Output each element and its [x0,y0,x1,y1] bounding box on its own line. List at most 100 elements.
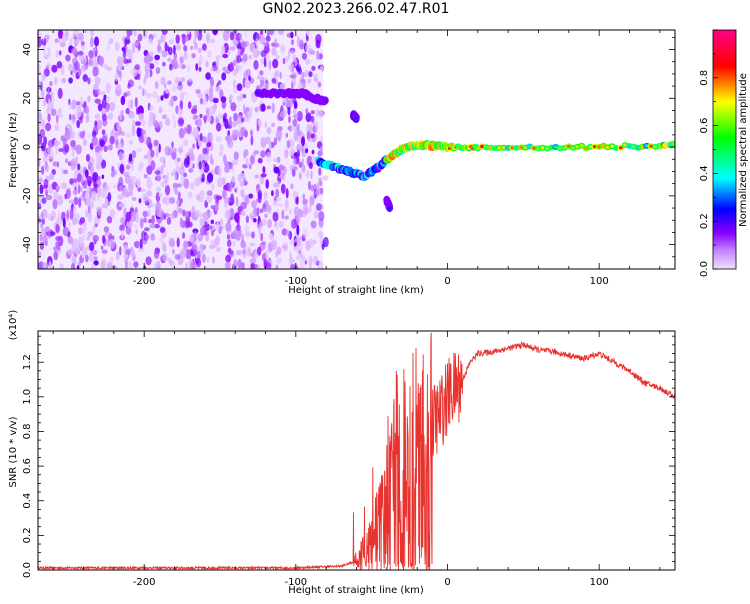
noise-blob [147,119,154,127]
noise-blob [137,147,142,152]
noise-blob [232,240,236,247]
noise-blob [265,53,270,61]
noise-blob [106,41,111,51]
noise-blob [54,123,60,132]
noise-blob [50,147,53,158]
noise-blob [240,188,245,197]
noise-blob [195,63,199,71]
noise-blob [104,198,109,210]
noise-blob [286,139,291,149]
noise-blob [319,110,324,119]
noise-blob [232,59,237,66]
noise-blob [272,212,279,222]
noise-blob [319,65,324,71]
noise-blob [195,194,201,201]
noise-blob [138,246,144,253]
noise-blob [240,201,247,210]
noise-blob [188,77,193,82]
noise-blob [91,136,98,146]
noise-blob [198,161,202,170]
noise-blob [241,262,245,269]
noise-blob [186,155,190,166]
spectrogram-x-label: Height of straight line (km) [288,285,424,296]
noise-blob [135,121,141,126]
noise-blob [106,216,113,224]
noise-blob [77,261,82,267]
x-tick-label: -100 [284,276,307,287]
noise-blob [146,136,152,148]
noise-blob [292,118,298,127]
noise-blob [142,210,148,218]
noise-blob [107,192,112,202]
noise-blob [65,158,69,164]
noise-blob [262,202,266,209]
noise-blob [239,51,244,56]
noise-blob [90,166,95,176]
noise-blob [167,257,171,263]
noise-blob [158,121,163,129]
noise-blob [199,113,203,119]
noise-blob [217,176,223,188]
spectrogram-y-label: Frequency (Hz) [8,112,19,188]
noise-blob [249,242,256,247]
noise-blob [72,205,76,214]
noise-blob [225,222,232,231]
noise-blob [94,183,99,189]
noise-blob [233,112,238,122]
noise-blob [276,55,280,60]
noise-blob [194,209,200,218]
noise-blob [209,211,213,216]
noise-blob [184,91,188,96]
noise-blob [236,55,242,63]
noise-blob [158,143,161,153]
noise-blob [315,203,323,211]
noise-blob [164,41,168,52]
noise-blob [117,56,124,67]
noise-blob [139,238,143,250]
x-tick-label: 100 [590,577,609,588]
noise-blob [168,197,176,204]
noise-blob [174,78,181,85]
noise-blob [289,239,295,245]
noise-blob [73,196,79,206]
noise-blob [38,37,42,48]
noise-blob [240,41,247,49]
noise-blob [253,218,257,223]
noise-blob [197,47,202,54]
noise-blob [299,258,305,269]
noise-blob [268,233,274,240]
noise-blob [223,166,230,174]
noise-blob [43,44,46,55]
noise-blob [257,75,260,80]
noise-blob [160,76,166,86]
noise-blob [260,150,266,158]
noise-blob [237,258,242,269]
noise-blob [193,249,198,255]
noise-blob [193,38,197,45]
noise-blob [296,224,300,236]
noise-blob [266,127,272,135]
snr-x-ticks: -200 -100 0 100 [52,331,661,588]
noise-blob [87,205,91,214]
noise-blob [135,41,140,47]
noise-blob [201,136,207,143]
noise-blob [90,201,95,208]
noise-blob [163,244,167,253]
noise-blob [78,197,82,208]
noise-blob [128,139,134,145]
noise-blob [183,126,187,135]
noise-blob [111,165,115,173]
noise-blob [123,253,129,260]
noise-blob [163,83,167,89]
noise-blob [165,118,171,126]
noise-blob [243,130,248,138]
noise-blob [186,124,192,135]
noise-blob [153,223,160,229]
noise-blob [305,43,311,53]
noise-blob [99,139,105,148]
noise-blob [41,118,45,129]
noise-blob [97,89,101,96]
noise-blob [83,138,87,146]
noise-blob [245,215,249,224]
